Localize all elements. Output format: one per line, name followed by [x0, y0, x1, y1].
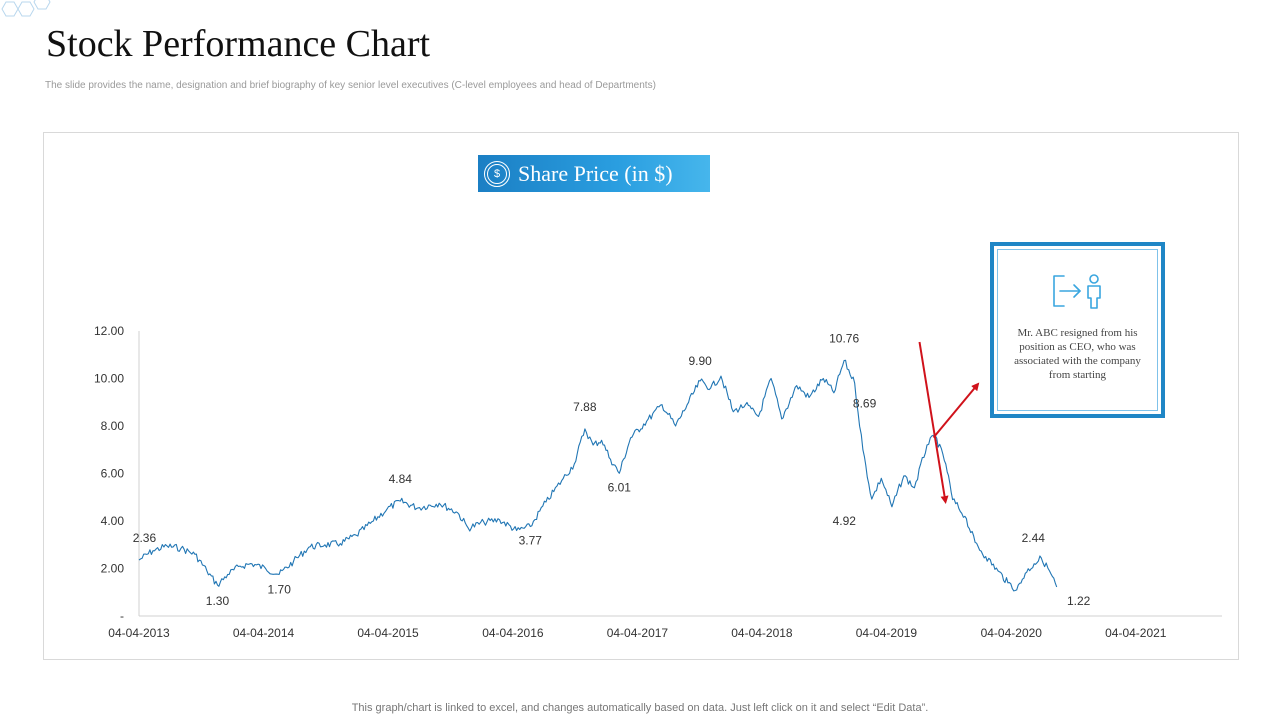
x-tick-label: 04-04-2013 — [108, 626, 170, 640]
x-tick-label: 04-04-2021 — [1105, 626, 1167, 640]
share-price-badge-label: Share Price (in $) — [518, 160, 673, 186]
callout-inner-border — [997, 249, 1158, 411]
y-tick-label: - — [120, 609, 124, 623]
x-tick-label: 04-04-2014 — [233, 626, 295, 640]
y-tick-label: 8.00 — [101, 419, 125, 433]
data-label: 2.44 — [1022, 531, 1046, 545]
data-label: 1.22 — [1067, 594, 1091, 608]
data-label: 1.70 — [268, 583, 292, 597]
y-tick-label: 12.00 — [94, 324, 124, 338]
data-label: 10.76 — [829, 331, 859, 345]
data-label: 4.84 — [389, 472, 413, 486]
x-tick-label: 04-04-2015 — [357, 626, 419, 640]
share-price-badge: $ Share Price (in $) — [478, 155, 710, 192]
x-tick-label: 04-04-2017 — [607, 626, 669, 640]
x-tick-label: 04-04-2016 — [482, 626, 544, 640]
callout-text: Mr. ABC resigned from his position as CE… — [1014, 327, 1141, 381]
y-tick-label: 6.00 — [101, 467, 125, 481]
page-subtitle: The slide provides the name, designation… — [45, 80, 656, 91]
y-tick-label: 4.00 — [101, 514, 125, 528]
callout-pointer-arrow — [932, 382, 980, 439]
dollar-coin-icon: $ — [484, 160, 510, 187]
hexagon-decoration — [1, 0, 51, 17]
x-tick-label: 04-04-2018 — [731, 626, 793, 640]
data-label: 3.77 — [519, 533, 543, 547]
x-tick-label: 04-04-2019 — [856, 626, 918, 640]
y-tick-label: 2.00 — [101, 562, 125, 576]
page-title: Stock Performance Chart — [46, 23, 431, 65]
data-label: 8.69 — [853, 397, 877, 411]
chart-frame — [43, 132, 1239, 660]
x-tick-label: 04-04-2020 — [981, 626, 1043, 640]
data-label: 2.36 — [133, 531, 157, 545]
footer-note: This graph/chart is linked to excel, and… — [351, 702, 929, 714]
price-drop-arrow — [918, 341, 949, 504]
data-label: 4.92 — [833, 514, 857, 528]
ceo-resignation-callout: Mr. ABC resigned from his position as CE… — [990, 242, 1165, 418]
data-label: 7.88 — [573, 400, 597, 414]
y-tick-label: 10.00 — [94, 372, 124, 386]
exit-person-icon — [1053, 274, 1101, 309]
data-label: 1.30 — [206, 594, 230, 608]
data-label: 6.01 — [608, 480, 632, 494]
share-price-line[interactable] — [138, 359, 1058, 592]
data-label: 9.90 — [688, 354, 712, 368]
